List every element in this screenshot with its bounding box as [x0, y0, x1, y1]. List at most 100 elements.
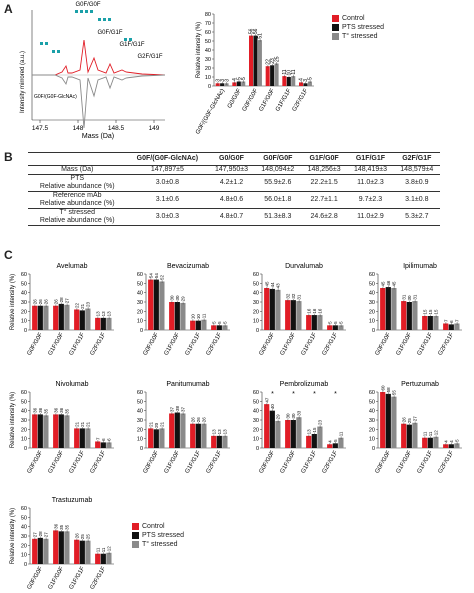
- chart-title: Panitumumab: [166, 381, 209, 388]
- bar: [391, 396, 397, 448]
- bar: [270, 65, 275, 86]
- data-label: 55: [392, 390, 397, 396]
- category-label: G0F/G0F: [259, 450, 277, 475]
- bar: [380, 392, 386, 448]
- data-label: 16: [312, 308, 317, 314]
- category-label: G2F/G1F: [322, 332, 340, 357]
- data-label: 21: [74, 421, 79, 427]
- y-tick-label: 20: [21, 543, 27, 549]
- y-axis-label: Relative intensity (%): [10, 392, 16, 448]
- y-tick-label: 60: [21, 390, 27, 396]
- y-tick-label: 30: [253, 418, 259, 424]
- data-label: 33: [297, 410, 302, 416]
- data-label: 10: [190, 314, 195, 320]
- y-tick-label: 80: [205, 12, 211, 18]
- data-label: 31: [413, 294, 418, 300]
- data-label: 56: [249, 28, 255, 34]
- y-tick-label: 20: [369, 427, 375, 433]
- panel-letter-b: B: [4, 150, 13, 164]
- table-header: G1F/G0F: [300, 152, 348, 166]
- data-label: 30: [285, 413, 290, 419]
- data-label: 16: [306, 308, 311, 314]
- table-header: G2F/G1F: [393, 152, 440, 166]
- data-label: 12: [434, 430, 439, 436]
- table-header: G1F/G1F: [347, 152, 394, 166]
- category-label: G1F/G0F: [258, 88, 276, 113]
- category-label: G1F/G1F: [69, 450, 87, 475]
- data-label: 5: [241, 77, 247, 80]
- y-tick-label: 30: [21, 300, 27, 306]
- y-tick-label: 40: [137, 409, 143, 415]
- bar: [85, 428, 91, 448]
- data-label: 46: [386, 280, 391, 286]
- bar: [443, 323, 449, 330]
- data-label: 26: [32, 299, 37, 305]
- category-label: G0F/G0F: [259, 332, 277, 357]
- y-tick-label: 60: [369, 390, 375, 396]
- bar: [74, 309, 80, 330]
- y-tick-label: 10: [137, 437, 143, 443]
- bar: [74, 539, 80, 564]
- category-label: G2F/G1F: [438, 332, 456, 357]
- data-label: 21: [86, 421, 91, 427]
- bar: [32, 305, 38, 330]
- y-tick-label: 0: [24, 328, 27, 334]
- data-label: 58: [386, 387, 391, 393]
- data-label: 6: [101, 438, 106, 441]
- y-tick-label: 40: [253, 291, 259, 297]
- y-tick-label: 20: [137, 309, 143, 315]
- bar-chart-pembrolizumab: Pembrolizumab0102030405060474029*G0F/G0F…: [253, 381, 346, 475]
- bar: [100, 317, 106, 330]
- chart-title: Ipilimumab: [403, 263, 437, 270]
- y-tick-label: 40: [21, 409, 27, 415]
- data-label: 35: [44, 408, 49, 414]
- category-label: G1F/G0F: [48, 566, 66, 591]
- y-tick-label: 0: [372, 446, 375, 452]
- category-label: G1F/G0F: [164, 450, 182, 475]
- glycoform-table: G0F/(G0F-GlcNAc) G0/G0F G0F/G0F G1F/G0F …: [28, 152, 440, 226]
- data-label: 4: [299, 78, 305, 81]
- data-label: 25: [86, 534, 91, 540]
- y-tick-label: 50: [253, 281, 259, 287]
- legend-item-pts: PTS stressed: [332, 23, 384, 32]
- category-label: G1F/G1F: [275, 88, 293, 113]
- bar-chart-nivolumab: Nivolumab Relative intensity (%) 0 10 20 30 40…: [10, 381, 114, 475]
- chart-title: Pembrolizumab: [280, 381, 329, 388]
- table-row: Reference mAb Relative abundance (%) 3.1±…: [28, 191, 440, 209]
- data-label: 5: [211, 321, 216, 324]
- table-header: [28, 152, 127, 166]
- data-label: 11: [202, 313, 207, 318]
- y-axis-label: Relative intensity (%): [10, 274, 16, 330]
- bar: [299, 82, 304, 86]
- bar: [64, 531, 70, 564]
- bar: [380, 288, 386, 330]
- table-row: PTS Relative abundance (%) 3.0±0.8 4.2±1.2…: [28, 174, 440, 192]
- y-tick-label: 50: [369, 281, 375, 287]
- bar: [290, 300, 296, 330]
- y-axis-label: Relative intensity (%): [10, 508, 16, 564]
- y-tick-label: 40: [369, 291, 375, 297]
- data-label: 28: [38, 531, 43, 537]
- category-label: G2F/G1F: [322, 450, 340, 475]
- bar: [222, 325, 228, 330]
- category-label: G0/G0F: [227, 88, 243, 110]
- data-label: 27: [413, 416, 418, 422]
- y-tick-label: 0: [256, 446, 259, 452]
- bar: [79, 540, 85, 564]
- bar: [37, 537, 43, 564]
- data-label: 11: [422, 431, 427, 436]
- data-label: 25: [274, 56, 280, 62]
- data-label: 21: [160, 421, 165, 427]
- y-tick-label: 30: [205, 57, 211, 63]
- y-tick-label: 50: [21, 281, 27, 287]
- y-tick-label: 40: [369, 409, 375, 415]
- y-tick-label: 60: [253, 272, 259, 278]
- bar: [253, 35, 258, 86]
- bar: [64, 304, 70, 330]
- bar: [159, 428, 165, 448]
- category-label: G1F/G0F: [280, 450, 298, 475]
- legend-item-control: Control: [332, 14, 384, 23]
- data-label: 4: [443, 440, 448, 443]
- y-tick-label: 0: [208, 84, 211, 90]
